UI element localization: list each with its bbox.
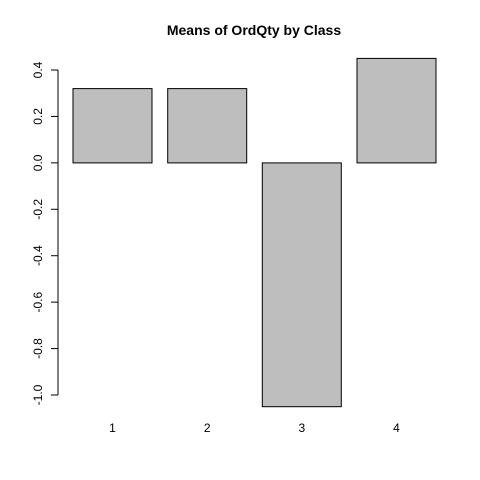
bar-class-2 — [167, 88, 248, 164]
x-category-label: 1 — [109, 421, 116, 435]
bar-class-1 — [72, 88, 153, 164]
y-tick-label: 0.0 — [31, 154, 45, 171]
bar-class-3 — [261, 162, 342, 408]
bars-group — [72, 57, 437, 408]
y-tick-label: -0.2 — [31, 199, 45, 220]
y-tick-label: -0.6 — [31, 291, 45, 312]
y-tick-label: 0.4 — [31, 61, 45, 78]
y-tick-label: -0.8 — [31, 338, 45, 359]
x-category-label: 3 — [298, 421, 305, 435]
bar-class-4 — [356, 57, 437, 164]
y-tick-label: -0.4 — [31, 245, 45, 266]
y-tick-label: -1.0 — [31, 384, 45, 405]
chart-title: Means of OrdQty by Class — [167, 22, 341, 38]
y-axis: -1.0 -0.8 -0.6 -0.4 -0.2 0.0 0.2 0.4 — [31, 61, 59, 405]
x-axis-labels: 1 2 3 4 — [109, 421, 400, 435]
x-category-label: 2 — [204, 421, 211, 435]
y-tick-label: 0.2 — [31, 108, 45, 125]
x-category-label: 4 — [393, 421, 400, 435]
